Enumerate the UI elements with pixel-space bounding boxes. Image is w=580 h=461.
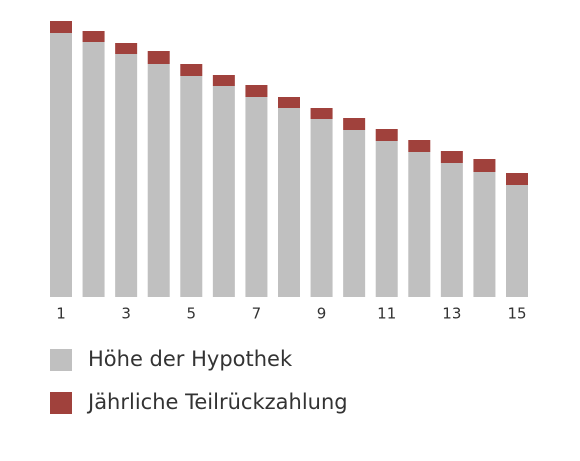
bar-segment bbox=[278, 97, 300, 108]
bar-segment bbox=[375, 129, 398, 141]
bar-segment bbox=[310, 108, 333, 119]
bar-segment bbox=[278, 108, 300, 297]
bar-segment bbox=[180, 76, 203, 297]
bar-segment bbox=[408, 140, 431, 152]
bar-segment bbox=[180, 64, 203, 76]
x-tick-label: 3 bbox=[121, 305, 131, 323]
legend-swatch bbox=[50, 349, 72, 371]
bar-segment bbox=[440, 151, 463, 163]
x-tick-label: 15 bbox=[507, 305, 526, 323]
x-tick-label: 5 bbox=[187, 305, 197, 323]
bar-segment bbox=[147, 51, 170, 64]
bar-segment bbox=[245, 85, 268, 97]
bar-segment bbox=[408, 152, 431, 297]
bar-segment bbox=[343, 130, 366, 297]
bar-segment bbox=[115, 54, 138, 297]
bar-segment bbox=[473, 172, 496, 297]
x-tick-label: 7 bbox=[252, 305, 262, 323]
bar-segment bbox=[82, 31, 105, 42]
bar-segment bbox=[50, 33, 72, 297]
x-tick-label: 11 bbox=[377, 305, 396, 323]
bar-segment bbox=[82, 42, 105, 297]
x-tick-label: 13 bbox=[442, 305, 461, 323]
legend-swatch bbox=[50, 392, 72, 414]
bar-segment bbox=[212, 75, 235, 86]
bar-segment bbox=[245, 97, 268, 297]
legend-label: Höhe der Hypothek bbox=[88, 347, 293, 371]
legend-label: Jährliche Teilrückzahlung bbox=[86, 390, 348, 414]
bar-segment bbox=[147, 64, 170, 297]
bar-segment bbox=[212, 86, 235, 297]
bar-segment bbox=[506, 185, 528, 297]
bar-segment bbox=[343, 118, 366, 130]
bar-segment bbox=[310, 119, 333, 297]
bar-segment bbox=[50, 21, 72, 33]
bar-segment bbox=[115, 43, 138, 54]
x-tick-label: 1 bbox=[56, 305, 66, 323]
bar-segment bbox=[473, 159, 496, 172]
x-tick-label: 9 bbox=[317, 305, 327, 323]
bar-segment bbox=[375, 141, 398, 297]
bar-segment bbox=[506, 173, 528, 185]
bar-segment bbox=[440, 163, 463, 297]
